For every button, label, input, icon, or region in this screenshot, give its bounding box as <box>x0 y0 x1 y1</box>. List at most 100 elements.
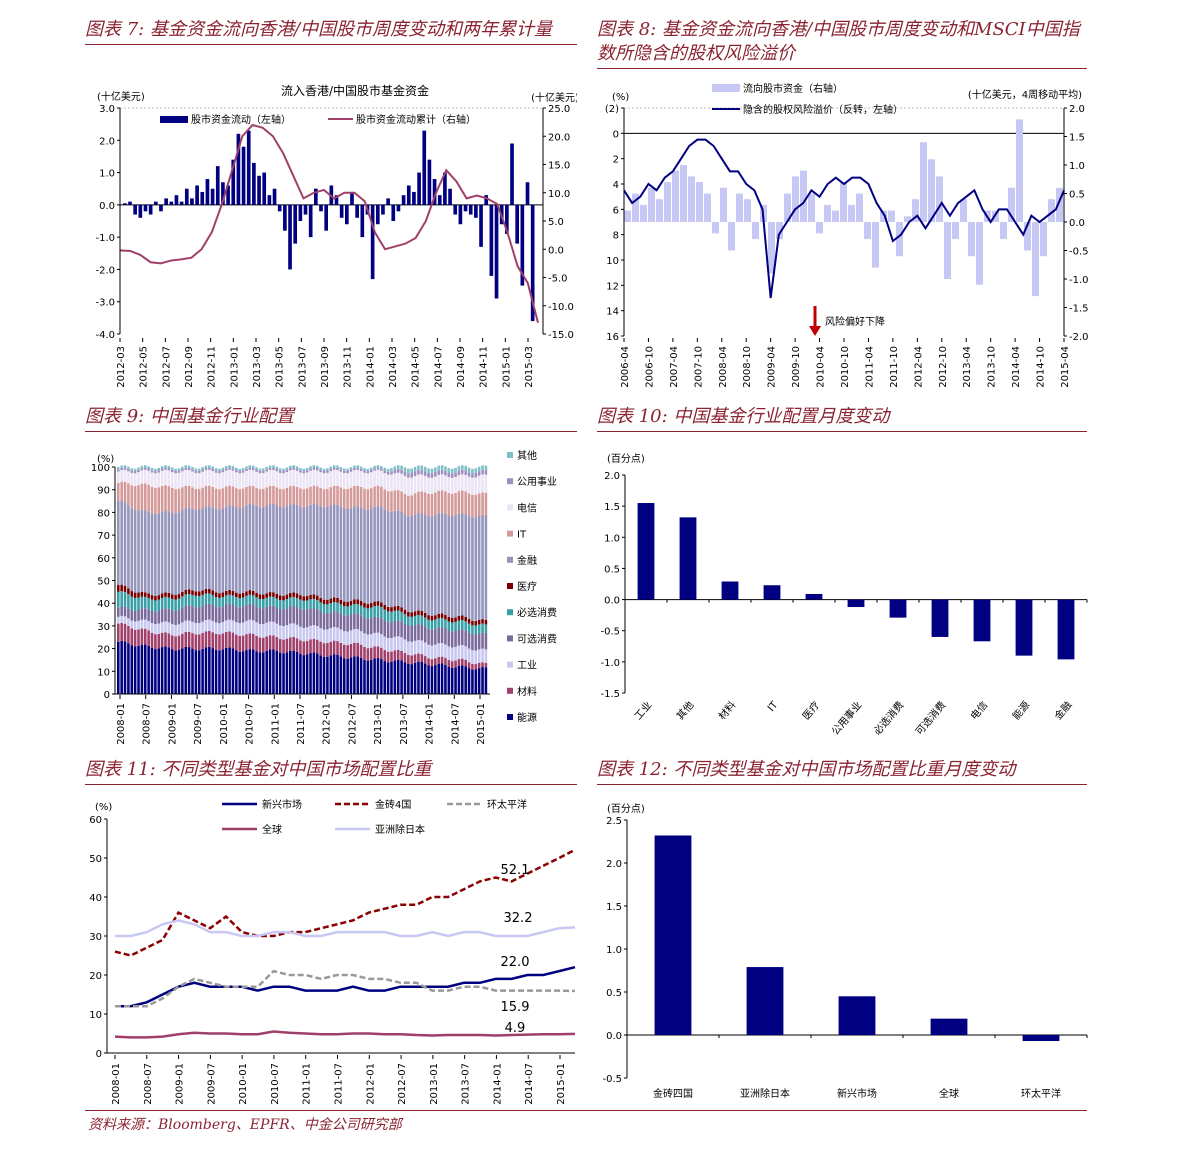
stack-segment-材料 <box>336 641 339 655</box>
stack-segment-工业 <box>481 648 484 663</box>
stack-segment-公用事业 <box>197 470 201 474</box>
stack-segment-其他 <box>191 467 194 470</box>
legend-label: 电信 <box>517 501 537 514</box>
flow-bar <box>314 188 318 205</box>
stack-segment-能源 <box>238 651 241 694</box>
flow-bar <box>293 204 298 244</box>
stack-segment-必选消费 <box>349 605 353 615</box>
stack-segment-电信 <box>272 469 275 486</box>
stack-segment-可选消费 <box>174 610 177 625</box>
x-axis-tick-label: 2015-03 <box>524 346 535 388</box>
stack-segment-金融 <box>187 507 191 590</box>
stack-segment-IT <box>191 487 194 509</box>
stack-segment-材料 <box>373 646 376 659</box>
stack-segment-工业 <box>393 636 397 651</box>
stack-segment-电信 <box>302 473 306 490</box>
stack-segment-能源 <box>420 661 424 694</box>
stack-segment-IT <box>181 487 184 511</box>
stack-segment-可选消费 <box>197 607 201 624</box>
stack-segment-材料 <box>150 632 154 648</box>
y-axis-tick-label: 10 <box>97 667 110 678</box>
stack-segment-IT <box>295 486 299 505</box>
stack-segment-工业 <box>413 640 417 655</box>
stack-segment-IT <box>376 485 380 507</box>
x-axis-tick-label: 2014-01 <box>365 346 376 388</box>
stack-segment-电信 <box>248 469 252 486</box>
stack-segment-必选消费 <box>461 620 464 630</box>
y-axis-tick-label: 0.0 <box>606 1031 622 1042</box>
stack-segment-公用事业 <box>427 472 430 478</box>
stack-segment-医疗 <box>484 619 488 625</box>
stack-segment-必选消费 <box>174 599 177 611</box>
flow-bar <box>262 172 267 205</box>
flow-bar <box>303 204 308 215</box>
stack-segment-可选消费 <box>235 606 238 623</box>
stack-segment-工业 <box>221 622 225 634</box>
stack-segment-可选消费 <box>278 609 282 626</box>
stack-segment-IT <box>221 488 225 509</box>
stack-segment-工业 <box>268 621 272 636</box>
stack-segment-必选消费 <box>299 599 302 609</box>
bar-必选消费 <box>889 599 907 618</box>
right-axis-tick-label: 0.0 <box>1069 218 1085 229</box>
stack-segment-可选消费 <box>309 608 312 626</box>
stack-segment-材料 <box>187 631 191 648</box>
flow-bar <box>494 204 499 299</box>
bar-其他 <box>679 517 697 600</box>
stack-segment-其他 <box>407 468 410 474</box>
stack-segment-IT <box>241 488 245 508</box>
stack-segment-医疗 <box>477 619 481 625</box>
stack-segment-金融 <box>386 511 390 607</box>
stack-segment-材料 <box>349 643 353 658</box>
stack-segment-医疗 <box>120 584 123 592</box>
stack-segment-公用事业 <box>319 469 322 473</box>
stack-segment-可选消费 <box>454 631 457 647</box>
stack-segment-电信 <box>359 471 363 487</box>
flow-bar <box>640 204 647 222</box>
stack-segment-IT <box>127 483 130 506</box>
bar-材料 <box>721 581 739 600</box>
stack-segment-工业 <box>339 629 343 643</box>
stack-segment-IT <box>467 493 471 517</box>
stack-segment-材料 <box>407 655 410 665</box>
figure-9-title: 图表 9: 中国基金行业配置 <box>85 405 577 432</box>
stack-segment-IT <box>322 489 326 508</box>
stack-segment-工业 <box>204 619 208 632</box>
stack-segment-可选消费 <box>211 604 215 621</box>
stack-segment-其他 <box>447 468 451 473</box>
series-line-金砖4国 <box>114 848 576 957</box>
stack-segment-材料 <box>312 638 316 653</box>
stack-segment-IT <box>440 490 444 513</box>
right-axis-tick-label: -5.0 <box>548 274 568 285</box>
stack-segment-其他 <box>430 468 434 474</box>
stack-segment-必选消费 <box>289 597 292 607</box>
stack-segment-工业 <box>332 626 336 641</box>
legend-label: 公用事业 <box>517 475 557 488</box>
stack-segment-公用事业 <box>430 473 434 478</box>
flow-bar <box>401 195 406 205</box>
flow-bar <box>776 222 783 240</box>
stack-segment-工业 <box>258 623 262 638</box>
stack-segment-金融 <box>373 506 376 602</box>
stack-segment-可选消费 <box>471 634 474 651</box>
stack-segment-IT <box>157 487 161 514</box>
stack-segment-能源 <box>346 658 349 694</box>
stack-segment-其他 <box>292 465 295 468</box>
stack-segment-其他 <box>160 466 164 469</box>
stack-segment-材料 <box>319 641 322 656</box>
stack-segment-能源 <box>386 662 390 694</box>
stack-segment-电信 <box>353 470 356 487</box>
stack-segment-金融 <box>342 508 346 602</box>
stack-segment-可选消费 <box>461 629 464 645</box>
stack-segment-金融 <box>376 506 380 602</box>
figure-8-chart: (%) (十亿美元，4周移动平均)(2)02468101214162.01.51.… <box>605 82 1089 388</box>
stack-segment-医疗 <box>140 592 144 597</box>
stack-segment-其他 <box>349 467 353 470</box>
stack-segment-材料 <box>326 643 329 657</box>
category-label: 金融 <box>1051 699 1074 723</box>
stack-segment-能源 <box>376 657 380 694</box>
stack-segment-电信 <box>464 474 467 492</box>
stack-segment-能源 <box>366 660 370 694</box>
stack-segment-公用事业 <box>329 468 333 472</box>
stack-segment-工业 <box>474 650 478 665</box>
